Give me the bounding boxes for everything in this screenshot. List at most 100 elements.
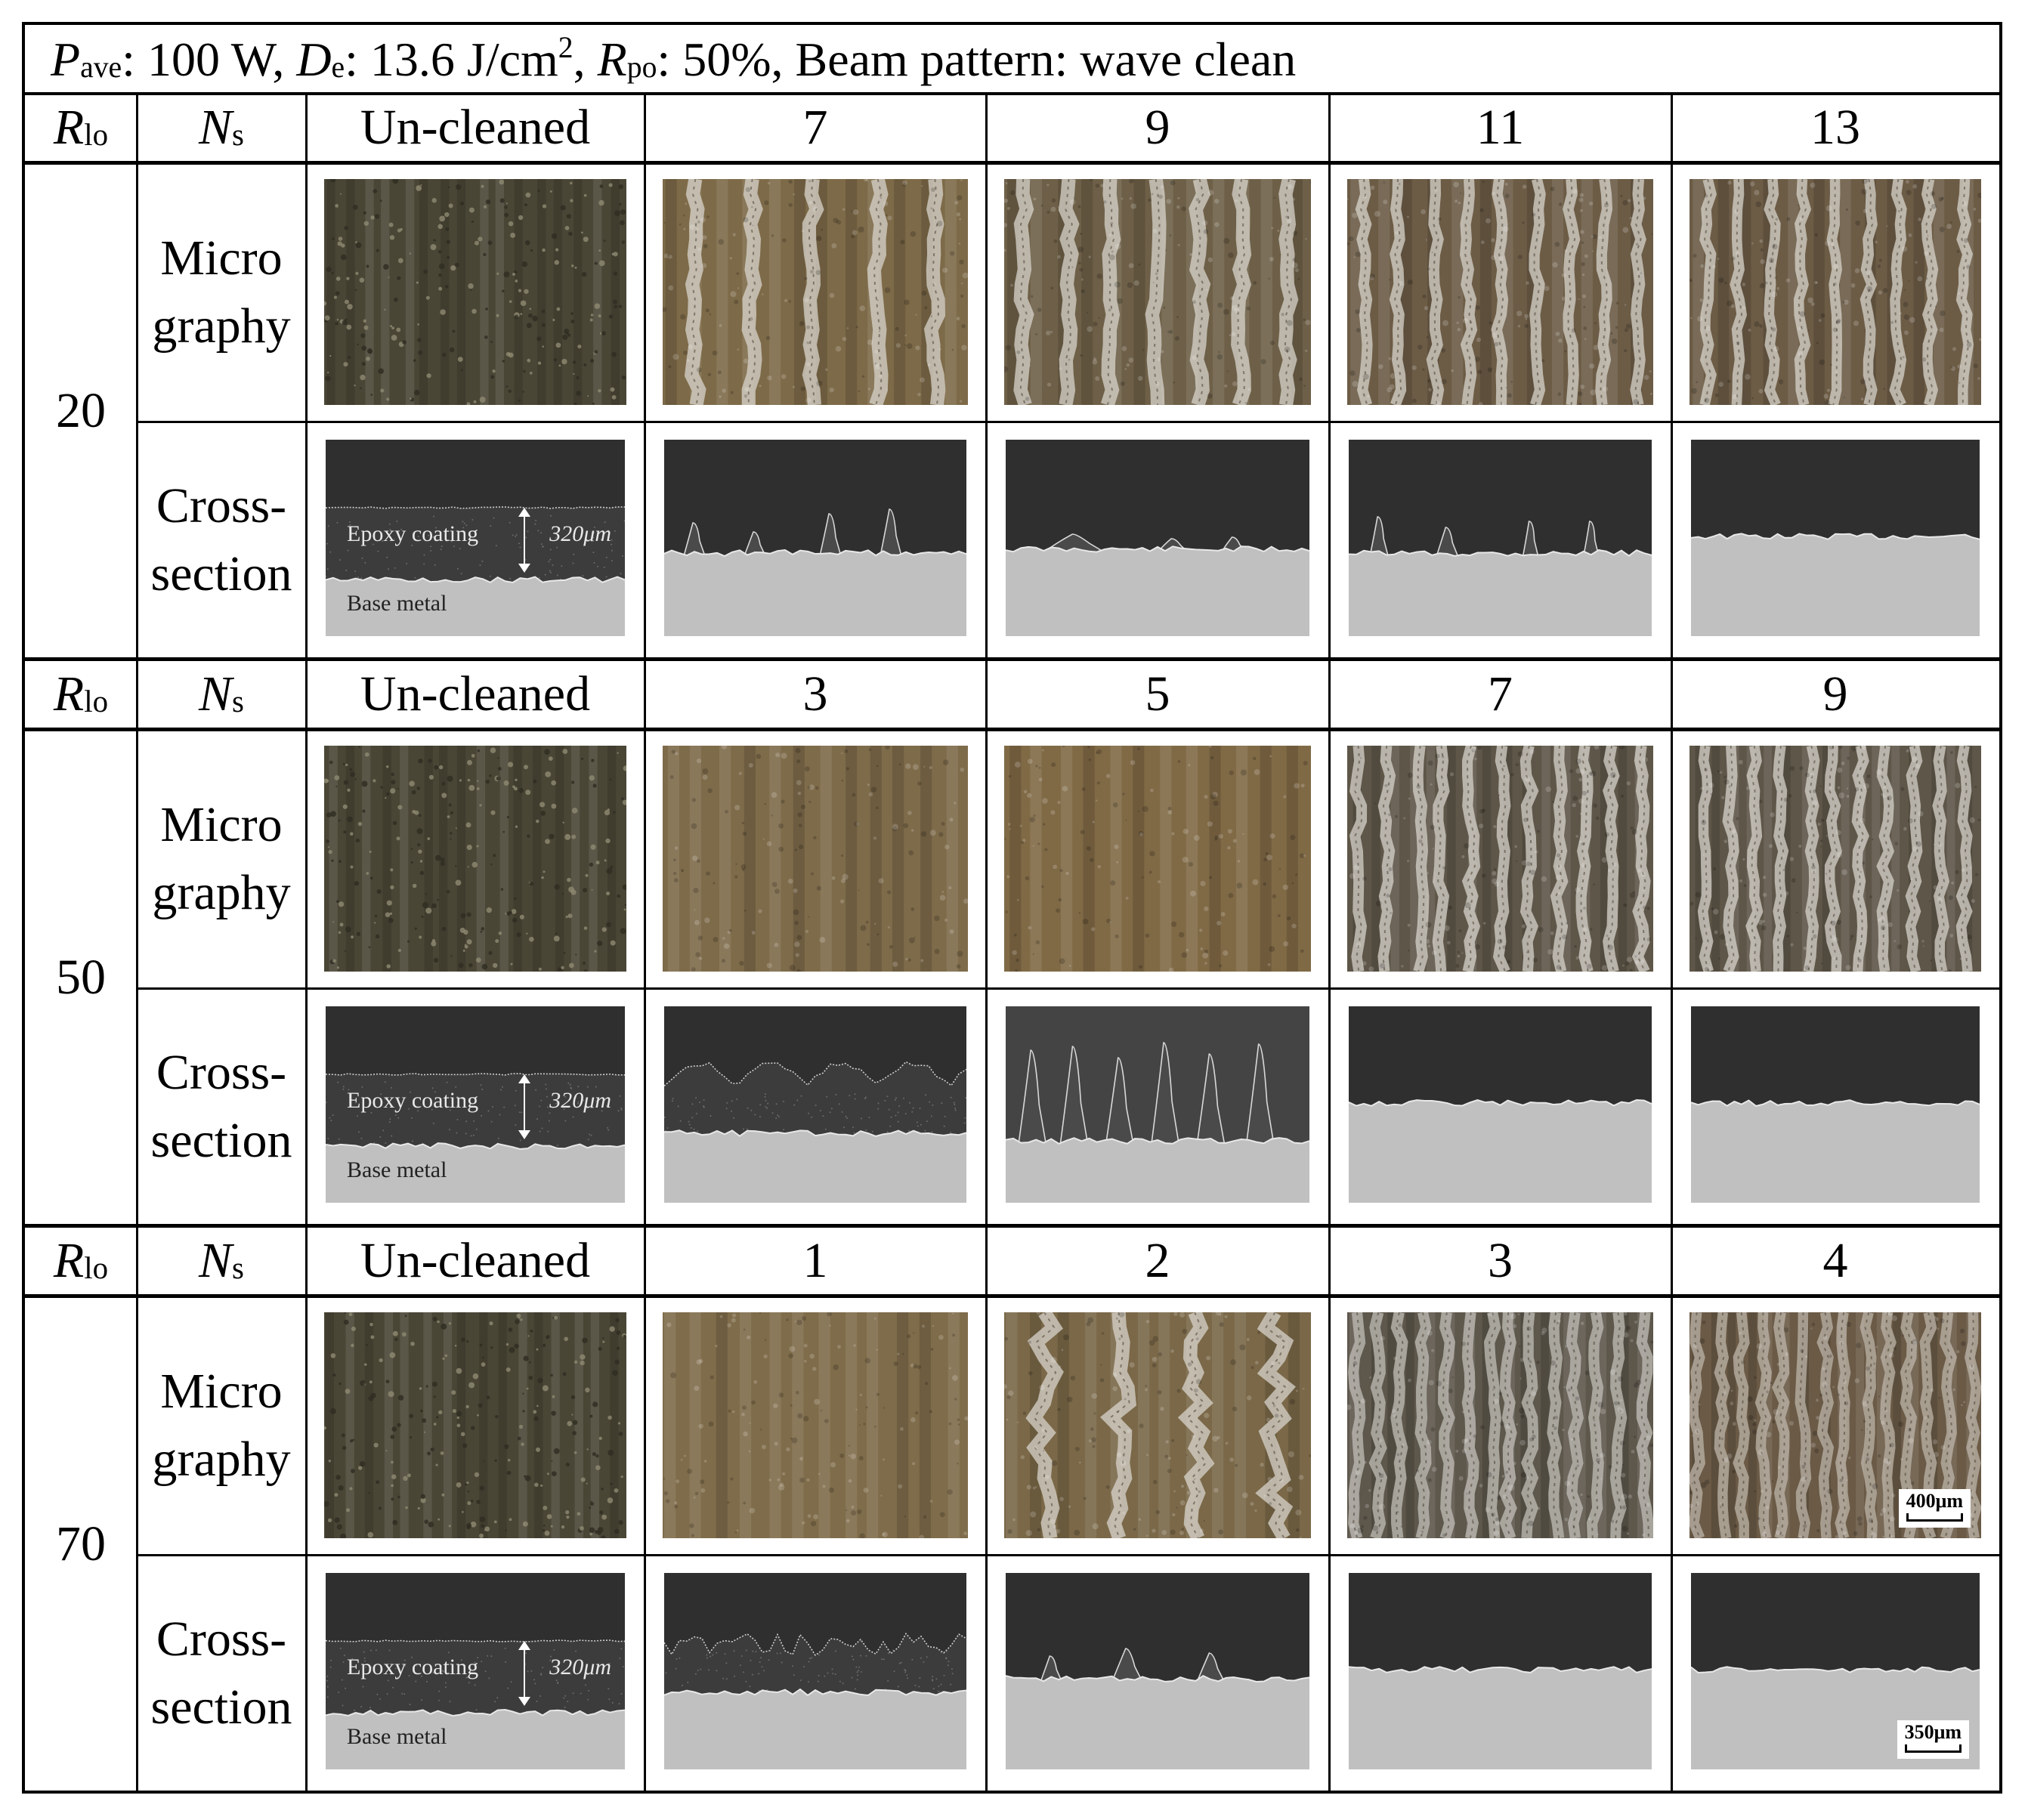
- header-ns-value: 11: [1476, 99, 1525, 155]
- thickness-arrow-icon: [518, 1074, 530, 1139]
- micrograph-uncleaned: [324, 1312, 626, 1538]
- header-rlo: Rlo: [25, 659, 137, 729]
- cross-label-line2: section: [150, 546, 292, 601]
- micrograph-ns-9: [1004, 179, 1311, 405]
- rlo-value: 20: [56, 382, 106, 438]
- header-ns-value: 9: [1145, 99, 1170, 155]
- results-figure-table: Pave: 100 W, De: 13.6 J/cm2, Rpo: 50%, B…: [22, 22, 2002, 1794]
- header-rlo: Rlo: [25, 1225, 137, 1296]
- micro-label-line1: Micro: [160, 1363, 283, 1419]
- column-divider: [1328, 1225, 1331, 1792]
- coating-thickness-label: 320μm: [549, 1088, 611, 1113]
- row-divider: [25, 1224, 1999, 1228]
- header-ns-value: 9: [1822, 666, 1848, 722]
- cross-label-line1: Cross-: [156, 478, 287, 533]
- micrograph-ns-9: [1689, 746, 1981, 972]
- coating-thickness-label: 320μm: [549, 1655, 611, 1679]
- micro-cross-divider: [137, 1554, 1999, 1556]
- cross-section-ns-2: [1006, 1573, 1309, 1769]
- micrograph-uncleaned: [324, 746, 626, 972]
- cross-section-label: Cross-section: [137, 988, 306, 1225]
- header-ns-value: 3: [1488, 1232, 1513, 1288]
- cross-section-ns-7: [1349, 1006, 1652, 1203]
- micrography-label: Micro graphy: [137, 1296, 306, 1555]
- p-ave-symbol: P: [51, 32, 81, 86]
- cross-section-uncleaned: Epoxy coating 320μm Base metal: [326, 1573, 625, 1769]
- column-divider: [136, 1225, 138, 1792]
- base-metal-label: Base metal: [347, 1157, 447, 1182]
- base-metal-label: Base metal: [347, 1724, 447, 1749]
- micrograph-ns-2: [1004, 1312, 1311, 1538]
- rlo-value: 70: [56, 1516, 106, 1571]
- cross-label-line1: Cross-: [156, 1045, 287, 1100]
- micro-label-line2: graphy: [152, 298, 291, 354]
- header-rlo: Rlo: [25, 92, 137, 162]
- thickness-arrow-icon: [518, 508, 530, 573]
- micrograph-ns-1: [663, 1312, 968, 1538]
- parameters-title: Pave: 100 W, De: 13.6 J/cm2, Rpo: 50%, B…: [25, 25, 1999, 92]
- r-po-subscript: po: [626, 50, 657, 84]
- cross-section-ns-11: [1349, 440, 1652, 636]
- micrography-label: Micro graphy: [137, 729, 306, 988]
- r-po-symbol: R: [597, 32, 627, 86]
- r-po-value: : 50%, Beam pattern: wave clean: [657, 32, 1297, 86]
- micrograph-ns-3: [663, 746, 968, 972]
- column-divider: [644, 659, 646, 1225]
- cross-section-ns-9: [1006, 440, 1309, 636]
- header-ns-value: 13: [1810, 99, 1860, 155]
- header-ns-value: 4: [1822, 1232, 1848, 1288]
- micro-label-line2: graphy: [152, 864, 291, 920]
- rlo-subscript: lo: [84, 684, 109, 718]
- micro-cross-divider: [137, 421, 1999, 423]
- ns-symbol: N: [199, 666, 233, 722]
- p-ave-subscript: ave: [80, 50, 122, 84]
- rlo-value: 50: [56, 949, 106, 1005]
- coating-thickness-label: 320μm: [549, 521, 611, 546]
- column-divider: [136, 92, 138, 659]
- micro-scale-bar: 400μm: [1898, 1489, 1971, 1528]
- rlo-subscript: lo: [84, 117, 109, 152]
- header-ns: Ns: [137, 92, 306, 162]
- row-divider: [25, 161, 1999, 165]
- ns-subscript: s: [232, 117, 244, 152]
- rlo-subscript: lo: [84, 1250, 109, 1285]
- rlo-symbol: R: [53, 99, 85, 155]
- cross-section-ns-7: [664, 440, 966, 636]
- d-e-superscript: 2: [558, 30, 573, 64]
- header-uncleaned: Un-cleaned: [360, 99, 591, 155]
- column-divider: [305, 1225, 308, 1792]
- header-ns-value: 7: [802, 99, 828, 155]
- p-ave-value: : 100 W,: [122, 32, 297, 86]
- micrograph-ns-13: [1689, 179, 1981, 405]
- ns-subscript: s: [232, 1250, 244, 1285]
- thickness-arrow-icon: [518, 1641, 530, 1706]
- epoxy-coating-label: Epoxy coating: [347, 1655, 479, 1679]
- cross-section-label: Cross-section: [137, 422, 306, 659]
- header-ns-value: 3: [802, 666, 828, 722]
- row-divider: [25, 1294, 1999, 1298]
- micro-label-line1: Micro: [160, 796, 283, 852]
- micrograph-ns-5: [1004, 746, 1311, 972]
- micrograph-ns-4: 400μm: [1689, 1312, 1981, 1538]
- column-divider: [985, 659, 988, 1225]
- column-divider: [985, 1225, 988, 1792]
- micrography-label: Micro graphy: [137, 162, 306, 422]
- cross-section-ns-1: [664, 1573, 966, 1769]
- column-divider: [1671, 92, 1673, 659]
- rlo-symbol: R: [53, 666, 85, 722]
- ns-symbol: N: [199, 99, 233, 155]
- base-metal-label: Base metal: [347, 591, 447, 616]
- cross-section-label: Cross-section: [137, 1555, 306, 1792]
- d-e-symbol: D: [296, 32, 332, 86]
- cross-section-uncleaned: Epoxy coating 320μm Base metal: [326, 1006, 625, 1203]
- micrograph-uncleaned: [324, 179, 626, 405]
- header-ns-value: 2: [1145, 1232, 1170, 1288]
- cross-section-ns-13: [1691, 440, 1980, 636]
- column-divider: [644, 92, 646, 659]
- epoxy-coating-label: Epoxy coating: [347, 1088, 479, 1113]
- header-uncleaned: Un-cleaned: [360, 666, 591, 722]
- micrograph-ns-7: [663, 179, 968, 405]
- column-divider: [1671, 659, 1673, 1225]
- cross-section-ns-3: [1349, 1573, 1652, 1769]
- column-divider: [136, 659, 138, 1225]
